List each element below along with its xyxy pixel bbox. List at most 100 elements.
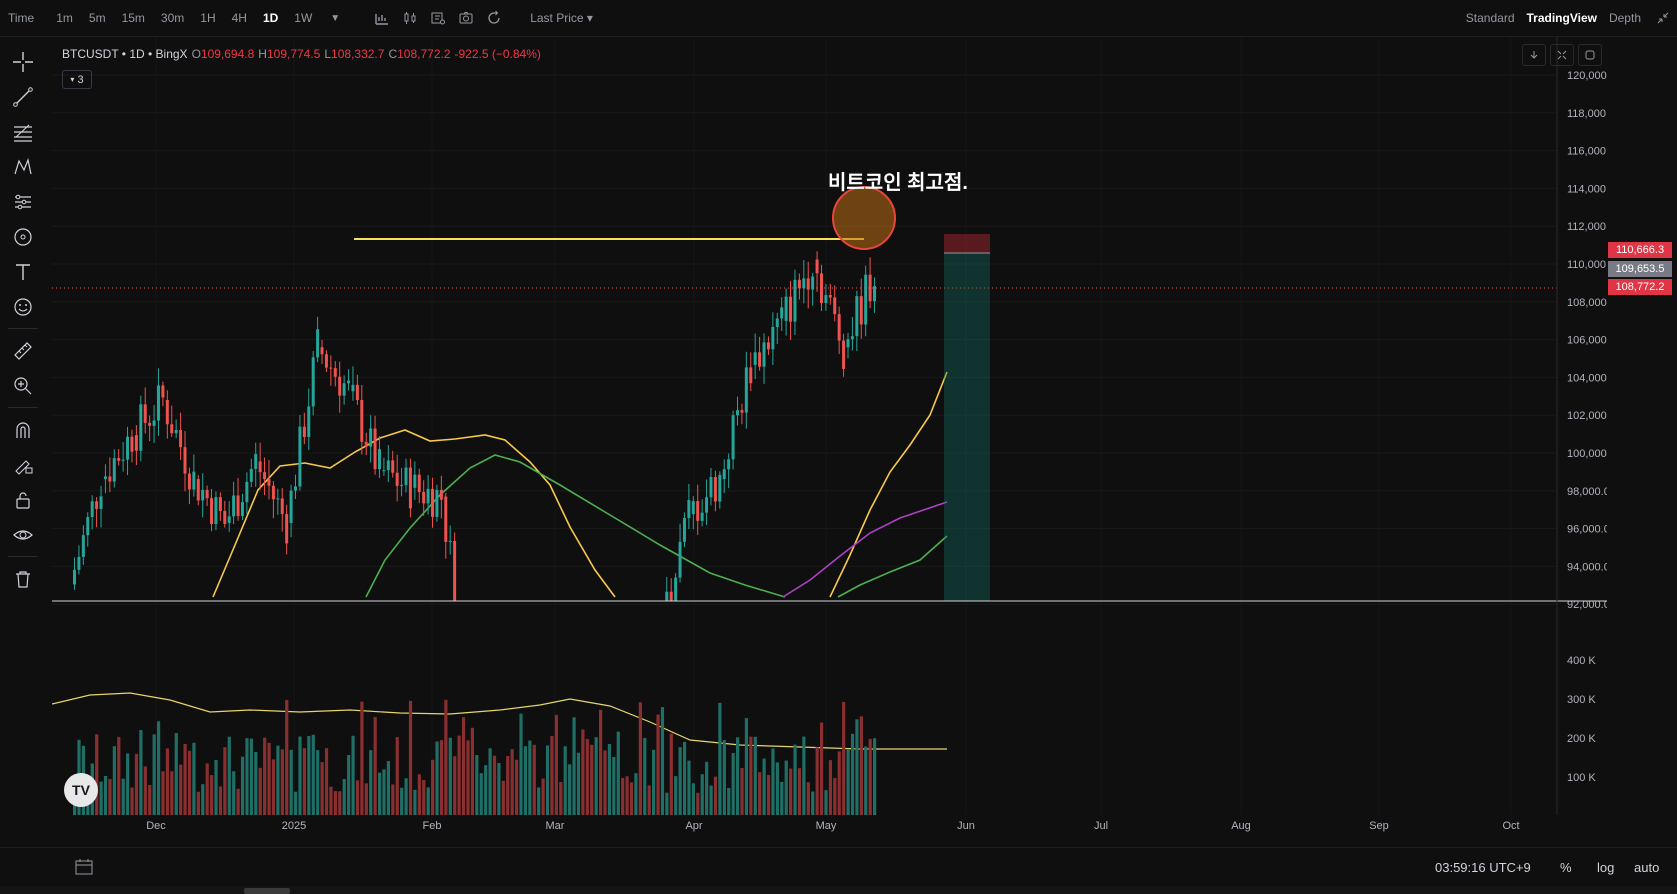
interval-1D[interactable]: 1D	[262, 11, 279, 25]
volume-bar	[99, 781, 103, 815]
candle-body	[864, 274, 868, 325]
emoji-icon[interactable]	[0, 289, 46, 324]
volume-bar	[537, 787, 541, 815]
price-tick-label: 104,000.0	[1567, 372, 1607, 384]
eye-icon[interactable]	[0, 517, 46, 552]
candle-body	[377, 449, 381, 470]
volume-bar	[298, 736, 302, 815]
chart-settings-icon[interactable]	[424, 4, 452, 32]
horizontal-scrollbar[interactable]	[0, 886, 1677, 894]
volume-bar	[647, 785, 651, 815]
tradingview-logo: TV	[64, 773, 98, 807]
volume-bar	[629, 782, 634, 815]
price-source-dropdown[interactable]: Last Price ▾	[530, 11, 593, 25]
calendar-goto-icon[interactable]	[74, 857, 94, 880]
candle-body	[413, 474, 417, 488]
candle-body	[766, 342, 770, 350]
indicator-toggle[interactable]: ▾ 3	[62, 70, 92, 89]
volume-bar	[682, 741, 687, 815]
indicators-icon[interactable]	[368, 4, 396, 32]
volume-bar	[391, 784, 395, 815]
view-standard[interactable]: Standard	[1465, 11, 1515, 25]
reset-icon[interactable]	[480, 4, 508, 32]
interval-more-icon[interactable]: ▼	[330, 12, 341, 24]
scrollbar-thumb[interactable]	[244, 888, 290, 894]
candle-body	[395, 472, 399, 486]
forecast-icon[interactable]	[0, 184, 46, 219]
trash-icon[interactable]	[0, 561, 46, 596]
candle-body	[391, 460, 395, 473]
candle-body	[369, 428, 373, 447]
volume-bar	[320, 762, 324, 815]
download-icon[interactable]	[1522, 44, 1546, 66]
candle-body	[408, 467, 412, 509]
candle-body	[196, 479, 200, 501]
volume-bar	[585, 738, 589, 815]
clock[interactable]: 03:59:16 UTC+9	[1435, 859, 1531, 875]
symbol-label[interactable]: BTCUSDT • 1D • BingX	[62, 47, 188, 61]
volume-bar	[696, 792, 700, 815]
candle-body	[161, 385, 165, 398]
auto-toggle[interactable]: auto	[1634, 859, 1660, 875]
candle-body	[837, 314, 841, 341]
volume-bar	[377, 772, 382, 815]
candle-body	[333, 368, 337, 377]
pattern-icon[interactable]	[0, 149, 46, 184]
time-tick-label: Feb	[423, 820, 442, 832]
log-toggle[interactable]: log	[1597, 859, 1615, 875]
zoom-icon[interactable]	[0, 368, 46, 403]
interval-4H[interactable]: 4H	[231, 11, 247, 25]
fib-icon[interactable]	[0, 114, 46, 149]
volume-bar	[581, 729, 585, 815]
candle-body	[174, 429, 178, 434]
volume-bar	[744, 718, 749, 815]
candle-body	[422, 492, 426, 504]
volume-bar	[448, 737, 452, 815]
lock-icon[interactable]	[0, 482, 46, 517]
volume-bar	[824, 790, 828, 815]
camera-icon[interactable]	[452, 4, 480, 32]
interval-1m[interactable]: 1m	[56, 11, 73, 25]
price-chart[interactable]: 120,000.0 118,000.0 116,000.0 114,000.0 112,…	[52, 37, 1607, 838]
candle-body	[360, 399, 364, 442]
interval-1H[interactable]: 1H	[200, 11, 216, 25]
volume-bar	[497, 762, 501, 815]
collapse-icon[interactable]	[1649, 4, 1677, 32]
candle-body	[404, 467, 408, 486]
candle-body	[802, 278, 806, 289]
interval-15m[interactable]: 15m	[121, 11, 145, 25]
candle-body	[771, 327, 775, 350]
volume-bar	[758, 772, 762, 815]
chart-annotation-text[interactable]: 비트코인 최고점.	[828, 172, 968, 194]
refresh-icon[interactable]	[1578, 44, 1602, 66]
fullscreen-icon[interactable]	[1550, 44, 1574, 66]
candle-body	[687, 500, 691, 519]
volume-bar	[196, 791, 200, 815]
lock-drawing-icon[interactable]	[0, 447, 46, 482]
crosshair-icon[interactable]	[0, 44, 46, 79]
volume-bar	[351, 735, 355, 815]
candle-type-icon[interactable]	[396, 4, 424, 32]
volume-bar	[338, 791, 342, 815]
brush-icon[interactable]	[0, 219, 46, 254]
volume-bar	[192, 742, 196, 815]
candle-body	[73, 569, 76, 585]
volume-bar	[360, 701, 364, 815]
volume-bar	[638, 702, 642, 815]
time-label[interactable]: Time	[8, 11, 35, 25]
ruler-icon[interactable]	[0, 333, 46, 368]
interval-1W[interactable]: 1W	[294, 11, 313, 25]
volume-bar	[811, 791, 815, 815]
trendline-icon[interactable]	[0, 79, 46, 114]
candle-body	[81, 535, 85, 557]
percent-toggle[interactable]: %	[1560, 859, 1572, 875]
interval-5m[interactable]: 5m	[88, 11, 106, 25]
text-icon[interactable]	[0, 254, 46, 289]
view-tradingview[interactable]: TradingView	[1526, 11, 1597, 25]
candle-body	[302, 426, 306, 438]
view-depth[interactable]: Depth	[1608, 11, 1641, 25]
volume-bar	[762, 758, 766, 815]
volume-bar	[329, 786, 333, 815]
interval-30m[interactable]: 30m	[160, 11, 185, 25]
magnet-icon[interactable]	[0, 412, 46, 447]
